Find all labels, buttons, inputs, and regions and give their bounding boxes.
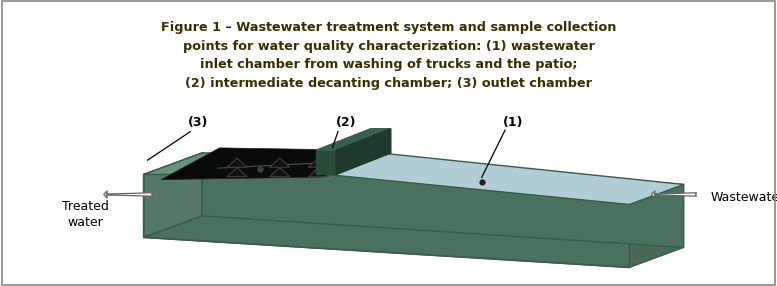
Text: Figure 1 – Wastewater treatment system and sample collection
points for water qu: Figure 1 – Wastewater treatment system a… (161, 21, 616, 90)
Text: (2): (2) (336, 116, 356, 129)
Polygon shape (270, 168, 290, 177)
Polygon shape (162, 148, 377, 180)
Polygon shape (144, 174, 629, 267)
Polygon shape (316, 129, 391, 150)
Text: (3): (3) (188, 116, 208, 129)
Polygon shape (336, 129, 391, 174)
Text: Treated
water: Treated water (62, 200, 109, 229)
Polygon shape (144, 153, 381, 174)
Polygon shape (308, 168, 329, 177)
Polygon shape (316, 150, 336, 174)
Polygon shape (227, 158, 247, 167)
Polygon shape (308, 158, 329, 167)
Polygon shape (144, 216, 684, 267)
Text: Wastewater: Wastewater (711, 191, 777, 204)
Polygon shape (270, 158, 290, 167)
Polygon shape (202, 153, 684, 247)
Polygon shape (227, 168, 247, 177)
Polygon shape (144, 153, 202, 237)
Text: (1): (1) (503, 116, 523, 129)
Polygon shape (326, 153, 684, 204)
